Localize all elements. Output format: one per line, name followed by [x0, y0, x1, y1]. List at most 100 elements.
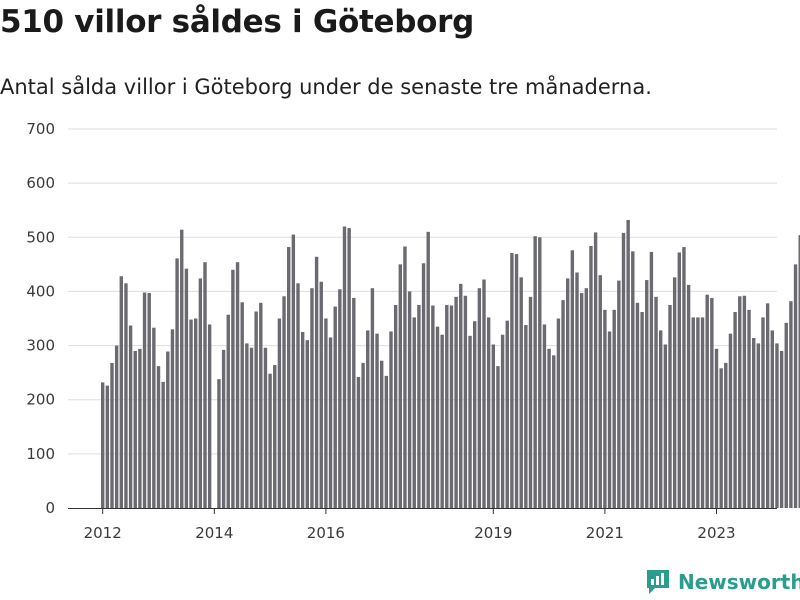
bar [105, 385, 110, 508]
page-title: 510 villor såldes i Göteborg [0, 4, 474, 40]
bar [361, 362, 365, 508]
bar [142, 292, 147, 508]
bar [254, 311, 258, 508]
bar [500, 334, 505, 508]
bar [263, 347, 268, 508]
bar [300, 332, 305, 508]
bar [566, 278, 570, 508]
bar [175, 258, 179, 508]
bar [691, 317, 695, 508]
bar [347, 228, 351, 508]
bar [519, 277, 523, 508]
bar [356, 376, 361, 508]
bar [668, 304, 672, 508]
bar [775, 343, 779, 508]
bar [203, 262, 207, 508]
bar [552, 355, 556, 508]
bar [696, 317, 700, 508]
bar [235, 262, 240, 508]
x-tick-label: 2016 [307, 524, 345, 542]
bar [765, 303, 770, 508]
bar [426, 231, 430, 508]
bar [180, 229, 184, 508]
bar [468, 335, 472, 508]
bar [114, 345, 119, 508]
bar [449, 305, 454, 508]
bar [505, 320, 509, 508]
bar [319, 281, 323, 508]
axes [68, 508, 777, 514]
bar [407, 291, 412, 508]
bar [631, 251, 635, 508]
bar [579, 293, 584, 508]
bar [626, 219, 630, 508]
brand-logo: Newsworthy [645, 568, 800, 596]
bar [542, 324, 547, 508]
bar [621, 232, 626, 508]
bar [170, 329, 175, 508]
bar [338, 289, 342, 508]
bar [268, 373, 272, 508]
y-tick-label: 0 [45, 499, 55, 517]
bar [598, 275, 602, 508]
bar [412, 317, 416, 508]
bar [538, 237, 542, 509]
bar [756, 343, 761, 508]
y-tick-label: 500 [26, 228, 55, 246]
bar [110, 362, 114, 508]
bar [742, 295, 747, 508]
bar [221, 349, 226, 508]
bar [380, 360, 384, 508]
y-tick-label: 300 [26, 337, 55, 355]
bars [101, 219, 800, 509]
bar [194, 318, 198, 508]
bar [677, 252, 681, 508]
bar [440, 334, 444, 508]
y-tick-label: 200 [26, 391, 55, 409]
bar [649, 251, 654, 508]
x-tick-label: 2012 [84, 524, 122, 542]
bar [403, 246, 407, 509]
bar [282, 296, 286, 508]
bar [249, 347, 254, 508]
bar [245, 343, 249, 508]
bar [138, 348, 142, 508]
bar [561, 300, 565, 508]
bar [724, 362, 728, 508]
bar [101, 382, 105, 508]
y-tick-label: 700 [26, 120, 55, 138]
bar [719, 368, 723, 508]
bar [375, 333, 379, 508]
bar [398, 264, 402, 508]
bar [738, 296, 742, 508]
bar [784, 322, 788, 508]
bar [184, 268, 189, 508]
bar [473, 321, 477, 508]
bar [291, 234, 296, 509]
bar [147, 293, 151, 508]
bar [682, 247, 686, 508]
bar [333, 306, 337, 508]
bar [421, 263, 426, 508]
bar [454, 296, 458, 508]
bar [645, 280, 649, 508]
newsworthy-logo-icon [647, 570, 669, 594]
bar [133, 350, 137, 508]
bar [779, 350, 784, 508]
bar [198, 278, 203, 508]
bar [640, 312, 644, 508]
bar [654, 296, 658, 508]
bar [207, 324, 212, 508]
bar [119, 276, 123, 508]
bar [514, 254, 519, 508]
bar [714, 348, 719, 508]
bar [240, 302, 244, 508]
bar [710, 297, 714, 508]
bar [510, 252, 514, 508]
bar [156, 366, 161, 508]
bar [700, 317, 705, 508]
bar [352, 297, 356, 508]
bar [728, 333, 733, 508]
bar [528, 296, 533, 508]
